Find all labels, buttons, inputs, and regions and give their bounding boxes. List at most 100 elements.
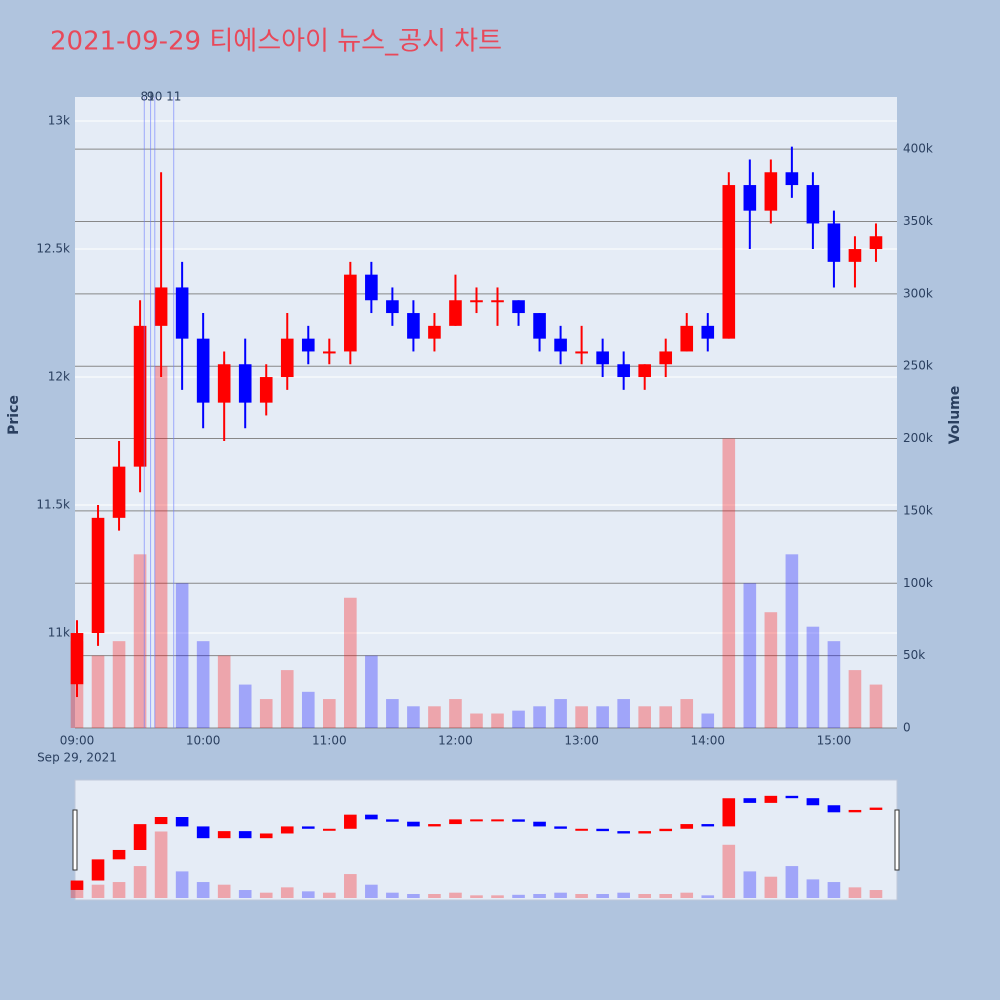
candle-body xyxy=(449,300,462,326)
volume-bar xyxy=(112,641,126,728)
y2-tick-label: 350k xyxy=(903,214,933,228)
candle-body xyxy=(743,185,757,211)
candle-body xyxy=(617,364,630,378)
candle-body xyxy=(238,364,252,403)
volume-bar xyxy=(259,699,273,728)
volume-bar xyxy=(533,706,546,728)
y2-axis-title: Volume xyxy=(947,386,963,445)
candle-body xyxy=(70,633,84,685)
volume-bar xyxy=(848,670,862,728)
x-tick-label: 13:00 xyxy=(564,734,599,748)
candle-body xyxy=(533,313,546,339)
y2-tick-label: 0 xyxy=(903,721,911,735)
candle-body xyxy=(827,223,841,262)
slider-handle[interactable] xyxy=(72,809,78,871)
candle-body xyxy=(785,172,799,186)
slider-volume-bar xyxy=(259,892,273,898)
news-label: 9 xyxy=(147,90,155,104)
y-tick-label: 11k xyxy=(48,626,70,640)
slider-volume-bar xyxy=(112,882,126,898)
slider-volume-bar xyxy=(785,866,799,898)
volume-bar xyxy=(133,554,147,728)
x-tick-label: 12:00 xyxy=(438,734,473,748)
candle-body xyxy=(512,300,525,314)
x-tick-label: 15:00 xyxy=(817,734,852,748)
y-tick-label: 12.5k xyxy=(36,242,70,256)
y-axis-title: Price xyxy=(6,395,22,435)
slider-volume-bar xyxy=(617,892,630,898)
y2-tick-label: 100k xyxy=(903,576,933,590)
slider-volume-bar xyxy=(428,894,441,898)
y2-tick-label: 400k xyxy=(903,142,933,156)
candle-body xyxy=(806,185,820,224)
slider-volume-bar xyxy=(491,895,504,898)
slider-volume-bar xyxy=(806,879,820,898)
slider-volume-bar xyxy=(596,894,609,898)
volume-bar xyxy=(743,583,757,728)
slider-volume-bar xyxy=(344,874,357,898)
candle-body xyxy=(764,172,778,211)
candle-body xyxy=(259,377,273,403)
volume-bar xyxy=(428,706,441,728)
volume-bar xyxy=(491,713,504,728)
slider-volume-bar xyxy=(869,890,883,898)
volume-bar xyxy=(217,655,231,728)
candle-body xyxy=(112,466,126,518)
slider-volume-bar xyxy=(301,891,315,898)
y2-tick-label: 150k xyxy=(903,503,933,517)
slider-volume-bar xyxy=(848,887,862,898)
candle-body xyxy=(722,185,736,339)
news-label: 8 xyxy=(140,90,148,104)
volume-bar xyxy=(323,699,336,728)
volume-bar xyxy=(301,691,315,728)
volume-bar xyxy=(764,612,778,728)
chart-title: 2021-09-29 티에스아이 뉴스_공시 차트 xyxy=(50,27,502,57)
volume-bar xyxy=(806,626,820,728)
volume-bar xyxy=(827,641,841,728)
slider-volume-bar xyxy=(175,871,189,898)
slider-handle[interactable] xyxy=(894,809,900,871)
slider-volume-bar xyxy=(407,894,420,898)
candle-body xyxy=(575,351,588,354)
candle-body xyxy=(301,338,315,352)
slider-volume-bar xyxy=(680,892,694,898)
candle-body xyxy=(365,274,378,301)
volume-bar xyxy=(575,706,588,728)
volume-bar xyxy=(617,699,630,728)
y2-tick-label: 300k xyxy=(903,286,933,300)
news-label: 11 xyxy=(166,90,181,104)
candle-body xyxy=(596,351,609,365)
candle-body xyxy=(217,364,231,403)
candle-body xyxy=(323,351,336,354)
y-tick-label: 11.5k xyxy=(36,498,70,512)
x-date-label: Sep 29, 2021 xyxy=(37,751,117,765)
slider-volume-bar xyxy=(554,892,567,898)
candle-body xyxy=(91,517,105,634)
volume-bar xyxy=(680,699,694,728)
slider-volume-bar xyxy=(512,894,525,898)
candle-body xyxy=(659,351,673,365)
candle-body xyxy=(133,325,147,467)
slider-volume-bar xyxy=(764,876,778,898)
volume-bar xyxy=(701,713,715,728)
slider-volume-bar xyxy=(386,892,399,898)
slider-volume-bar xyxy=(238,890,252,898)
slider-volume-bar xyxy=(701,895,715,898)
slider-volume-bar xyxy=(722,844,736,898)
volume-bar xyxy=(280,670,294,728)
slider-volume-bar xyxy=(323,892,336,898)
range-slider[interactable] xyxy=(74,779,898,901)
slider-volume-bar xyxy=(91,884,105,898)
slider-volume-bar xyxy=(365,884,378,898)
candle-body xyxy=(175,287,189,339)
candle-body xyxy=(428,325,441,339)
slider-volume-bar xyxy=(743,871,757,898)
volume-bar xyxy=(596,706,609,728)
candle-body xyxy=(280,338,294,378)
slider-volume-bar xyxy=(638,894,651,898)
slider-volume-bar xyxy=(449,892,462,898)
volume-bar xyxy=(365,655,378,728)
volume-bar xyxy=(722,438,736,728)
volume-bar xyxy=(91,655,105,728)
